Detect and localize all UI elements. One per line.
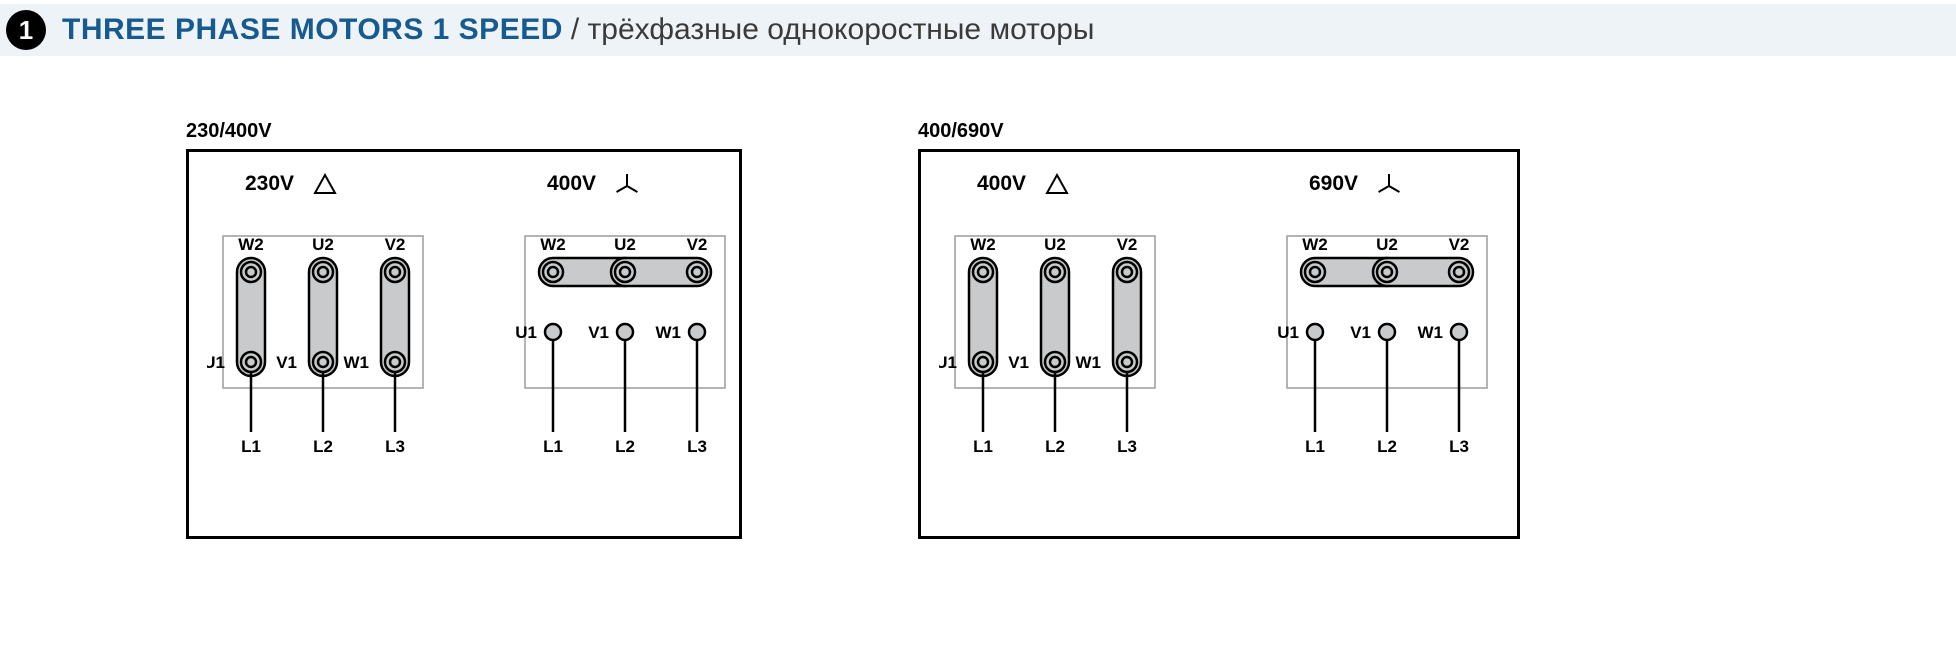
svg-text:L1: L1 [543,437,563,456]
svg-text:L2: L2 [615,437,635,456]
svg-text:L2: L2 [1045,437,1065,456]
section-number-badge: 1 [6,10,46,50]
svg-text:V1: V1 [588,323,609,342]
svg-text:V1: V1 [1008,353,1029,372]
diagram-holder: 400V W2 U2 V2 U1 L1 V1 L2 W1 L3 [509,172,739,527]
diagram-box: 400V W2 U2 V2 U1 V1 W1 L1 L2 L3 690V W2 U2 V2 U1 L1 V1 L2… [918,149,1520,539]
voltage-group-label: 230/400V [186,120,742,143]
svg-text:U1: U1 [939,353,957,372]
svg-text:L1: L1 [973,437,993,456]
svg-text:W1: W1 [1418,323,1444,342]
diagram-holder: 230V W2 U2 V2 U1 V1 W1 L1 L2 L3 [207,172,467,527]
wiring-diagram-delta: 400V W2 U2 V2 U1 V1 W1 L1 L2 L3 [939,172,1199,522]
svg-text:W1: W1 [344,353,370,372]
svg-text:W2: W2 [540,235,566,254]
svg-text:U1: U1 [515,323,537,342]
svg-text:V2: V2 [687,235,708,254]
wiring-diagram-star: 400V W2 U2 V2 U1 L1 V1 L2 W1 L3 [509,172,739,522]
svg-text:L1: L1 [1305,437,1325,456]
svg-text:L3: L3 [1117,437,1137,456]
svg-text:690V: 690V [1309,172,1358,195]
svg-text:U1: U1 [1277,323,1299,342]
svg-text:W2: W2 [970,235,996,254]
svg-text:V2: V2 [1117,235,1138,254]
svg-text:W2: W2 [238,235,264,254]
svg-text:U2: U2 [614,235,636,254]
svg-text:U1: U1 [207,353,225,372]
svg-text:L3: L3 [385,437,405,456]
svg-text:L2: L2 [313,437,333,456]
section-number: 1 [19,15,33,46]
wiring-diagram-delta: 230V W2 U2 V2 U1 V1 W1 L1 L2 L3 [207,172,467,522]
title-english: THREE PHASE MOTORS 1 SPEED [62,13,563,47]
voltage-group: 230/400V 230V W2 U2 V2 U1 V1 W1 L1 L2 L3 400V W2 U2 V2… [186,120,742,539]
svg-text:230V: 230V [245,172,294,195]
diagram-box: 230V W2 U2 V2 U1 V1 W1 L1 L2 L3 400V W2 U2 V2 U1 L1 V1 L2… [186,149,742,539]
voltage-group: 400/690V 400V W2 U2 V2 U1 V1 W1 L1 L2 L3 690V W2 U2 V2… [918,120,1520,539]
svg-text:L3: L3 [687,437,707,456]
diagram-holder: 690V W2 U2 V2 U1 L1 V1 L2 W1 L3 [1271,172,1501,527]
title-russian: / трёхфазные однокоростные моторы [571,13,1095,47]
svg-text:V2: V2 [385,235,406,254]
svg-text:W1: W1 [656,323,682,342]
svg-text:400V: 400V [547,172,596,195]
svg-text:L2: L2 [1377,437,1397,456]
svg-text:V2: V2 [1449,235,1470,254]
svg-text:L1: L1 [241,437,261,456]
svg-text:U2: U2 [312,235,334,254]
svg-text:W1: W1 [1076,353,1102,372]
voltage-group-label: 400/690V [918,120,1520,143]
svg-text:L3: L3 [1449,437,1469,456]
diagram-holder: 400V W2 U2 V2 U1 V1 W1 L1 L2 L3 [939,172,1199,527]
svg-text:W2: W2 [1302,235,1328,254]
svg-text:V1: V1 [1350,323,1371,342]
svg-text:U2: U2 [1044,235,1066,254]
svg-text:U2: U2 [1376,235,1398,254]
svg-text:V1: V1 [276,353,297,372]
title-bar: 1 THREE PHASE MOTORS 1 SPEED / трёхфазны… [0,4,1956,56]
svg-text:400V: 400V [977,172,1026,195]
wiring-diagram-star: 690V W2 U2 V2 U1 L1 V1 L2 W1 L3 [1271,172,1501,522]
